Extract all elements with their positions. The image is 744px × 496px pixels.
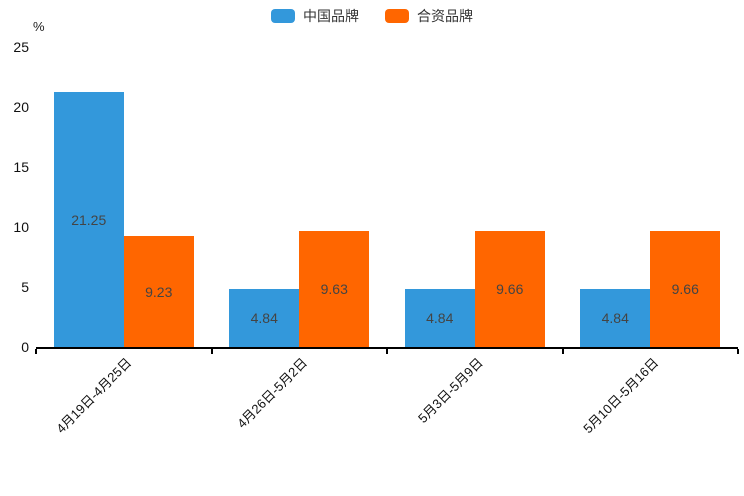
chart-legend: 中国品牌 合资品牌: [0, 9, 744, 23]
legend-item-china-brands[interactable]: 中国品牌: [271, 9, 359, 23]
bar-value-label: 4.84: [601, 310, 629, 326]
x-axis-line: [36, 347, 738, 349]
x-axis-tick: [737, 349, 739, 354]
x-axis-tick: [35, 349, 37, 354]
legend-label-china-brands: 中国品牌: [303, 8, 359, 24]
bar-china-brands-group-1: 4.84: [229, 289, 300, 347]
bar-value-label: 9.66: [496, 281, 524, 297]
bar-china-brands-group-0: 21.25: [53, 92, 124, 347]
x-axis-tick: [386, 349, 388, 354]
y-axis-tick-label: 0: [21, 339, 29, 355]
legend-label-joint-venture-brands: 合资品牌: [417, 8, 473, 24]
bar-value-label: 9.23: [145, 283, 173, 300]
y-axis-tick-label: 25: [13, 39, 29, 55]
bar-value-label: 4.84: [250, 310, 278, 326]
y-axis-unit-label: %: [33, 19, 45, 34]
y-axis-tick-label: 20: [13, 99, 29, 115]
y-axis-tick-label: 5: [21, 279, 29, 295]
x-axis-label: 5月10日-5月16日: [579, 355, 661, 437]
bar-value-label: 4.84: [426, 310, 454, 326]
bar-value-label: 9.66: [671, 281, 699, 297]
bar-joint-venture-brands-group-2: 9.66: [474, 231, 545, 347]
bar-joint-venture-brands-group-0: 9.23: [123, 236, 194, 347]
legend-swatch-joint-venture-brands: [385, 9, 409, 23]
bar-value-label: 9.63: [320, 281, 348, 297]
x-axis-label: 4月19日-4月25日: [53, 355, 135, 437]
bar-china-brands-group-2: 4.84: [404, 289, 475, 347]
bar-value-label: 21.25: [71, 211, 107, 228]
bar-china-brands-group-3: 4.84: [580, 289, 651, 347]
x-axis-tick: [561, 349, 564, 354]
legend-item-joint-venture-brands[interactable]: 合资品牌: [385, 9, 473, 23]
x-axis-label: 4月26日-5月2日: [233, 355, 310, 432]
legend-swatch-china-brands: [271, 9, 295, 23]
x-axis-label: 5月3日-5月9日: [414, 355, 486, 426]
y-axis-tick-label: 10: [13, 219, 29, 235]
x-axis-tick: [210, 349, 213, 354]
bar-joint-venture-brands-group-3: 9.66: [650, 231, 721, 347]
bar-joint-venture-brands-group-1: 9.63: [299, 231, 370, 347]
y-axis-tick-label: 15: [13, 159, 29, 175]
